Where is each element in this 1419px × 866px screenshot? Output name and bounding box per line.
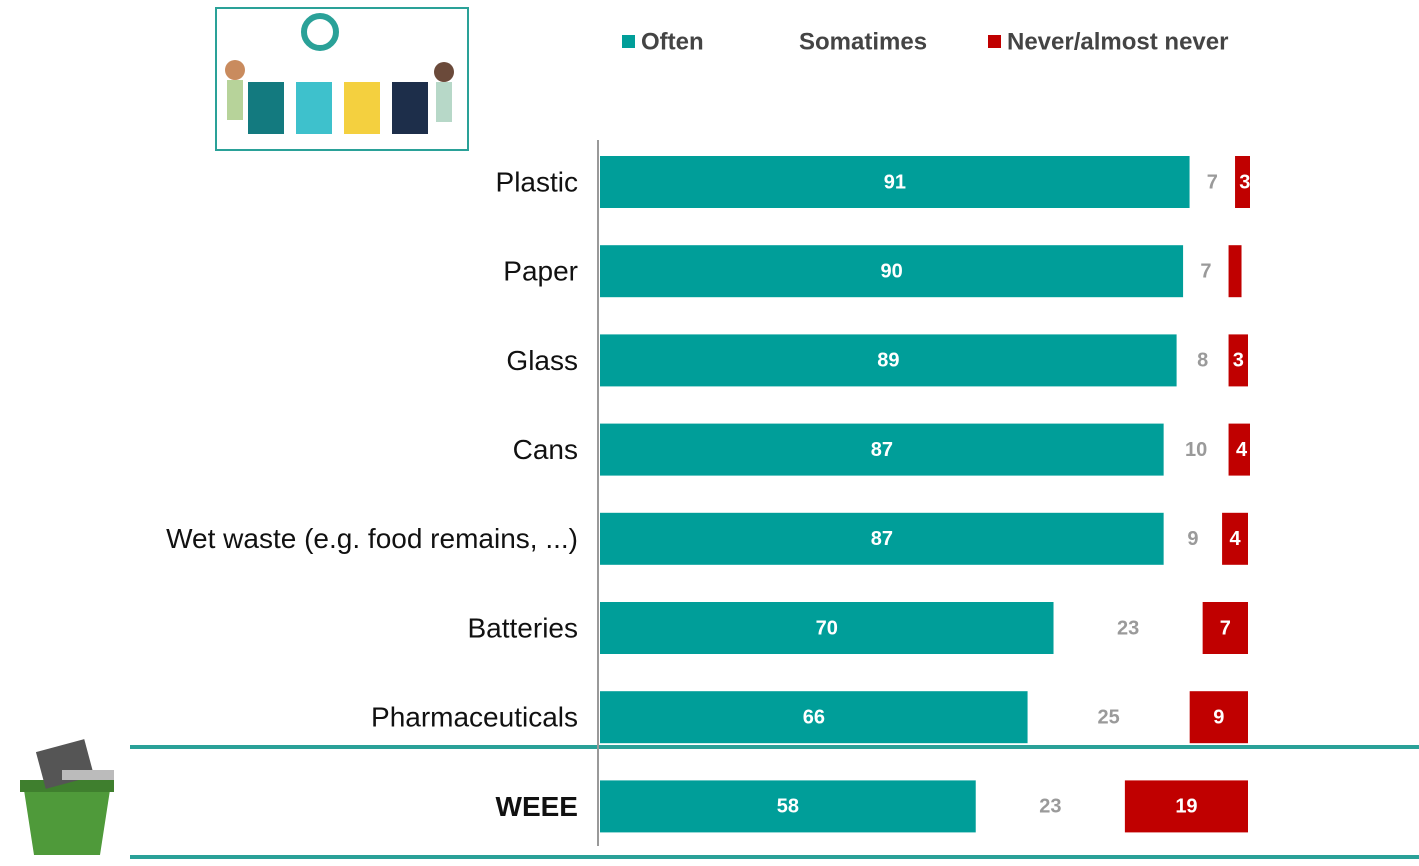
bar-segment: [600, 245, 1184, 298]
bar-segment: [1176, 334, 1229, 387]
legend-label: Never/almost never: [1007, 28, 1228, 55]
value-label: 3: [1233, 350, 1244, 372]
bar-segment: [1222, 512, 1248, 565]
bar-segment: [1202, 602, 1248, 654]
weee-bin-icon: [20, 739, 114, 855]
value-label: 3: [1239, 171, 1250, 193]
category-labels: Plastic Paper Glass Cans Wet waste (e.g. foo…: [166, 166, 578, 821]
value-label: 90: [880, 260, 902, 282]
category-label: WEEE: [496, 791, 578, 822]
bar-segment: [1027, 691, 1190, 744]
bar-segment: [600, 691, 1028, 744]
bar-segment: [600, 602, 1054, 654]
bars: 91 7 390 789 8 387 10 487 9 470 23 766 25 958 23 19: [600, 156, 1250, 833]
bar-segment: [1053, 602, 1203, 654]
value-label: 7: [1220, 617, 1231, 639]
value-label: 7: [1200, 260, 1211, 282]
value-label: 89: [877, 350, 899, 372]
category-label: Batteries: [468, 612, 579, 643]
value-label: 8: [1197, 350, 1208, 372]
value-label: 23: [1039, 796, 1061, 818]
bar-segment: [975, 780, 1125, 833]
legend-swatch: [988, 35, 1001, 48]
category-label: Plastic: [496, 166, 578, 197]
bar-segment: [1189, 691, 1248, 744]
bar-segment: [600, 156, 1190, 208]
value-label: 91: [884, 171, 906, 193]
value-label: 19: [1175, 796, 1197, 818]
bar-segment: [600, 512, 1164, 565]
value-label: 9: [1187, 528, 1198, 550]
bar-segment: [1189, 156, 1236, 208]
illustration: [215, 7, 469, 151]
bar-segment: [1228, 245, 1242, 298]
value-label: 10: [1185, 439, 1207, 461]
bar-segment: [1183, 245, 1229, 298]
bar-segment: [1228, 423, 1250, 476]
bar-segment: [1235, 156, 1250, 208]
bar-segment: [600, 780, 976, 833]
value-label: 66: [803, 706, 825, 728]
legend-swatch: [622, 35, 635, 48]
value-label: 25: [1098, 706, 1120, 728]
category-label: Glass: [506, 345, 578, 376]
legend-label: Often: [641, 28, 704, 55]
category-label: Wet waste (e.g. food remains, ...): [166, 523, 578, 554]
bar-segment: [600, 334, 1177, 387]
bar-segment: [1228, 334, 1248, 387]
value-label: 4: [1236, 439, 1248, 461]
value-label: 58: [777, 796, 799, 818]
value-label: 4: [1229, 528, 1241, 550]
category-label: Pharmaceuticals: [371, 702, 578, 733]
bar-segment: [600, 423, 1164, 476]
value-label: 87: [871, 439, 893, 461]
value-label: 23: [1117, 617, 1139, 639]
category-label: Cans: [513, 434, 578, 465]
value-label: 7: [1207, 171, 1218, 193]
value-label: 87: [871, 528, 893, 550]
legend-swatch: [780, 35, 793, 48]
bar-segment: [1124, 780, 1248, 833]
value-label: 9: [1213, 706, 1224, 728]
bar-segment: [1163, 423, 1229, 476]
category-label: Paper: [503, 256, 578, 287]
legend: Often Somatimes Never/almost never: [622, 28, 1228, 55]
bar-segment: [1163, 512, 1223, 565]
value-label: 70: [816, 617, 838, 639]
legend-label: Somatimes: [799, 28, 927, 55]
